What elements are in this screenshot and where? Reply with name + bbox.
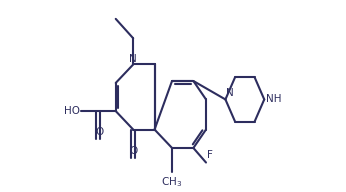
Text: O: O xyxy=(95,127,103,137)
Text: O: O xyxy=(129,146,138,156)
Text: F: F xyxy=(207,150,213,160)
Text: NH: NH xyxy=(266,94,281,104)
Text: CH$_3$: CH$_3$ xyxy=(162,175,183,189)
Text: N: N xyxy=(226,89,234,98)
Text: HO: HO xyxy=(64,106,80,116)
Text: N: N xyxy=(129,54,137,64)
